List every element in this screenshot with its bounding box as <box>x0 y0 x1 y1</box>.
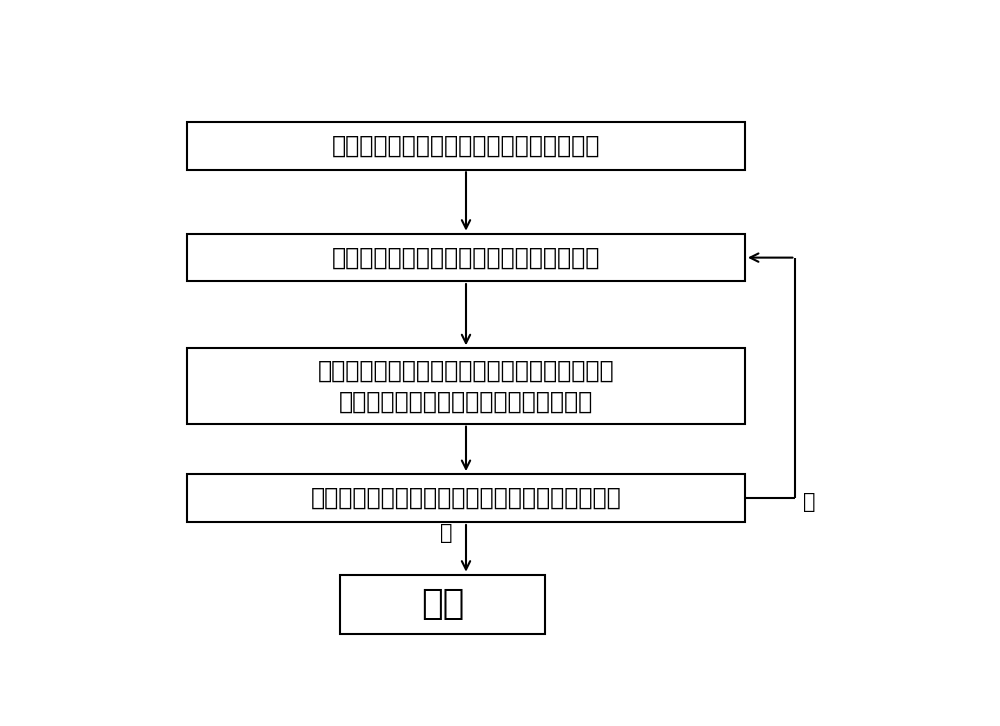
FancyBboxPatch shape <box>187 122 745 170</box>
Text: 计算蠕动泵泵轴各圆周位置的速度变化差值: 计算蠕动泵泵轴各圆周位置的速度变化差值 <box>332 245 600 269</box>
Text: 是: 是 <box>440 523 453 543</box>
Text: 计算蠕动泵泵轴各圆周位置的目标角速度值: 计算蠕动泵泵轴各圆周位置的目标角速度值 <box>332 134 600 158</box>
FancyBboxPatch shape <box>187 474 745 522</box>
Text: 蠕动泵的泵轴各圆周位置是否均达到目标角速度值: 蠕动泵的泵轴各圆周位置是否均达到目标角速度值 <box>311 486 621 510</box>
FancyBboxPatch shape <box>340 575 545 634</box>
Text: 结束: 结束 <box>421 587 464 621</box>
FancyBboxPatch shape <box>187 234 745 282</box>
Text: 否: 否 <box>803 492 816 512</box>
FancyBboxPatch shape <box>187 348 745 424</box>
Text: 计算蠕动泵泵轴各圆周位置的校正控制信号量，
处理器输出校正控制信号量使蠕动泵转动: 计算蠕动泵泵轴各圆周位置的校正控制信号量， 处理器输出校正控制信号量使蠕动泵转动 <box>318 359 614 414</box>
